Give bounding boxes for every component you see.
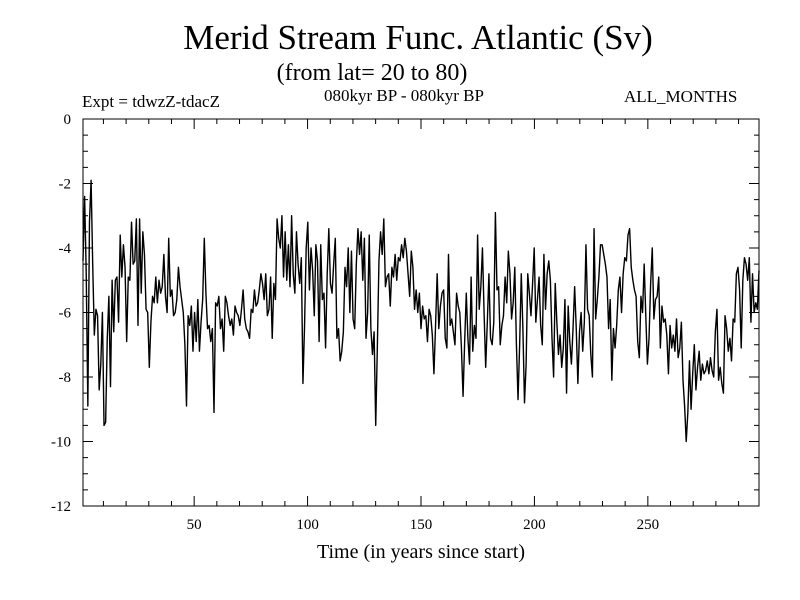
x-tick-label: 200 <box>523 517 546 533</box>
x-axis-label: Time (in years since start) <box>317 541 525 563</box>
y-tick-label: -2 <box>59 177 72 193</box>
y-tick-label: -6 <box>59 306 72 322</box>
plot-frame <box>82 118 760 507</box>
x-tick-label: 50 <box>187 517 202 533</box>
y-tick-label: -8 <box>59 370 72 386</box>
x-tick-label: 100 <box>296 517 319 533</box>
x-tick-label: 250 <box>637 517 660 533</box>
axis-ticks <box>83 118 759 507</box>
experiment-label: Expt = tdwzZ-tdacZ <box>82 92 220 111</box>
chart-subtitle: (from lat= 20 to 80) <box>276 60 468 86</box>
y-tick-label: -10 <box>51 435 71 451</box>
period-label: 080kyr BP - 080kyr BP <box>324 86 484 105</box>
y-tick-label: 0 <box>64 112 72 128</box>
series-line <box>82 179 760 443</box>
x-tick-label: 150 <box>410 517 433 533</box>
months-label: ALL_MONTHS <box>624 87 738 106</box>
tick-labels: 50 100 150 200 250 0 -2 -4 -6 -8 -10 -12 <box>51 112 659 533</box>
chart-title: Merid Stream Func. Atlantic (Sv) <box>183 18 653 57</box>
y-tick-label: -4 <box>59 241 72 257</box>
y-tick-label: -12 <box>51 499 71 515</box>
